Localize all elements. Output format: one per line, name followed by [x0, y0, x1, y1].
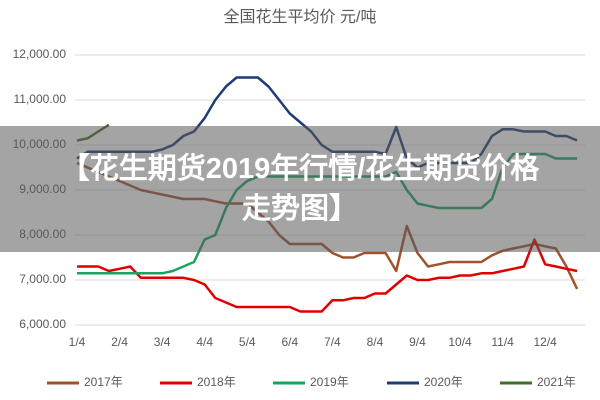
y-tick-label: 6,000.00	[19, 317, 66, 331]
legend-label: 2020年	[424, 375, 463, 389]
x-tick-label: 4/4	[196, 335, 213, 349]
x-tick-label: 12/4	[533, 335, 557, 349]
chart-title: 全国花生平均价 元/吨	[224, 8, 377, 26]
series-line	[77, 238, 578, 313]
banner: 【花生期货2019年行情/花生期货价格走势图】	[0, 126, 600, 252]
x-tick-label: 3/4	[154, 335, 171, 349]
x-tick-label: 2/4	[111, 335, 128, 349]
x-tick-label: 10/4	[448, 335, 472, 349]
x-tick-label: 11/4	[491, 335, 514, 349]
x-tick-label: 8/4	[367, 335, 384, 349]
x-tick-label: 1/4	[69, 335, 86, 349]
legend-label: 2019年	[310, 375, 349, 389]
legend-label: 2021年	[537, 375, 576, 389]
y-tick-label: 12,000.00	[13, 47, 67, 61]
x-tick-label: 9/4	[409, 335, 426, 349]
x-tick-label: 6/4	[281, 335, 298, 349]
banner-text: 【花生期货2019年行情/花生期货价格走势图】	[60, 153, 540, 225]
y-tick-label: 11,000.00	[14, 92, 67, 106]
x-tick-label: 5/4	[239, 335, 256, 349]
y-tick-label: 7,000.00	[19, 272, 66, 286]
legend-label: 2017年	[84, 375, 123, 389]
x-tick-label: 7/4	[324, 335, 341, 349]
legend-label: 2018年	[197, 375, 236, 389]
